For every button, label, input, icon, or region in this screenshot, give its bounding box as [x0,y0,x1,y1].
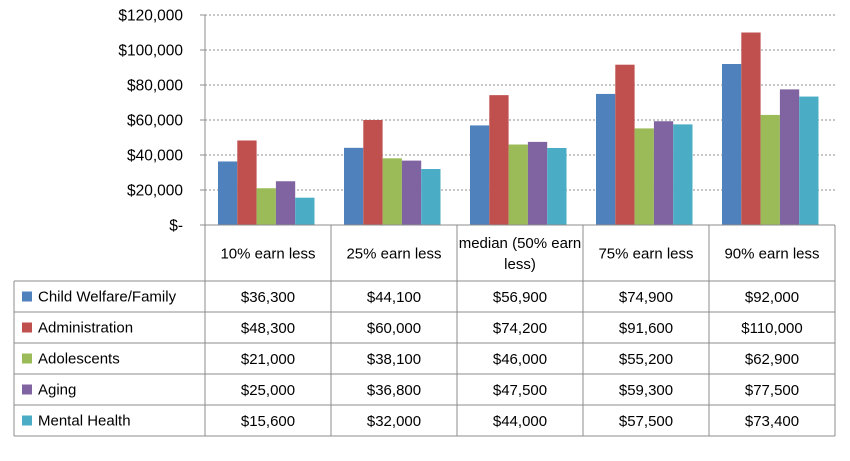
legend-swatch [22,353,32,364]
bar [344,147,364,225]
data-value-cell: $91,600 [619,320,673,337]
data-value-cell: $92,000 [745,289,799,306]
data-value-cell: $44,100 [367,289,421,306]
data-value-cell: $47,500 [493,382,547,399]
bar [489,95,509,226]
legend-label: Administration [38,320,133,337]
y-tick-label: $60,000 [127,113,183,130]
bar [741,32,761,225]
bar [508,144,528,225]
data-value-cell: $62,900 [745,351,799,368]
legend-swatch [22,415,32,426]
data-value-cell: $74,200 [493,320,547,337]
data-table: 10% earn less 25% earn less median (50% ea… [13,224,836,437]
legend-swatch [22,291,32,302]
data-value-cell: $57,500 [619,413,673,430]
data-value-cell: $38,100 [367,351,421,368]
bar [218,161,238,225]
bar [527,141,548,225]
data-value-cell: $59,300 [619,382,673,399]
legend-label: Mental Health [38,413,131,430]
data-value-cell: $21,000 [241,351,295,368]
bar [615,64,635,225]
data-value-cell: $74,900 [619,289,673,306]
bar [421,169,441,225]
bar [673,124,693,225]
data-value-cell: $73,400 [745,413,799,430]
y-tick-label: $120,000 [118,8,183,25]
bar [760,114,780,225]
bars [218,32,819,226]
legend-label: Aging [38,382,76,399]
y-tick-label: $80,000 [127,78,183,95]
data-value-cell: $60,000 [367,320,421,337]
category-label: 75% earn less [598,246,693,263]
data-value-cell: $77,500 [745,382,799,399]
data-value-cell: $48,300 [241,320,295,337]
y-tick-label: $20,000 [127,183,183,200]
bar [547,148,567,225]
bar [275,181,296,225]
bar [596,93,616,225]
category-label: 25% earn less [346,246,441,263]
bar [799,96,819,225]
bar [722,64,742,225]
y-axis: $- $20,000 $40,000 $60,000 $80,000 $100,000 $1… [118,8,206,235]
data-value-cell: $56,900 [493,289,547,306]
bar [256,188,276,225]
bar [382,158,402,225]
bar [634,128,654,225]
category-label: 90% earn less [724,246,819,263]
bar [779,89,800,225]
legend-label: Child Welfare/Family [38,289,177,306]
data-value-cell: $55,200 [619,351,673,368]
category-label: 10% earn less [220,246,315,263]
y-tick-label: $- [169,218,183,235]
bar [295,197,315,225]
legend-swatch [22,322,32,333]
legend-swatch [22,384,32,395]
data-value-cell: $36,800 [367,382,421,399]
category-label: median (50% earn less) [459,235,582,273]
data-value-cell: $36,300 [241,289,295,306]
data-value-cell: $46,000 [493,351,547,368]
bar [653,121,674,225]
data-value-cell: $25,000 [241,382,295,399]
bar [401,160,422,225]
data-value-cell: $110,000 [741,320,802,337]
data-value-cell: $15,600 [241,413,295,430]
y-tick-label: $100,000 [118,43,183,60]
bar [363,120,383,225]
bar [237,140,257,225]
legend-label: Adolescents [38,351,120,368]
data-value-cell: $32,000 [367,413,421,430]
y-tick-label: $40,000 [127,148,183,165]
data-value-cell: $44,000 [493,413,547,430]
bar [470,125,490,225]
